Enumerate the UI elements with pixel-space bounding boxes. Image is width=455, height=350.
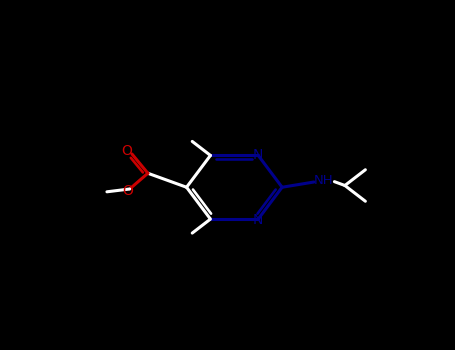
Text: N: N	[253, 148, 263, 162]
Text: N: N	[253, 213, 263, 227]
Text: O: O	[122, 184, 133, 198]
Text: O: O	[121, 144, 132, 158]
Text: NH: NH	[314, 174, 334, 188]
